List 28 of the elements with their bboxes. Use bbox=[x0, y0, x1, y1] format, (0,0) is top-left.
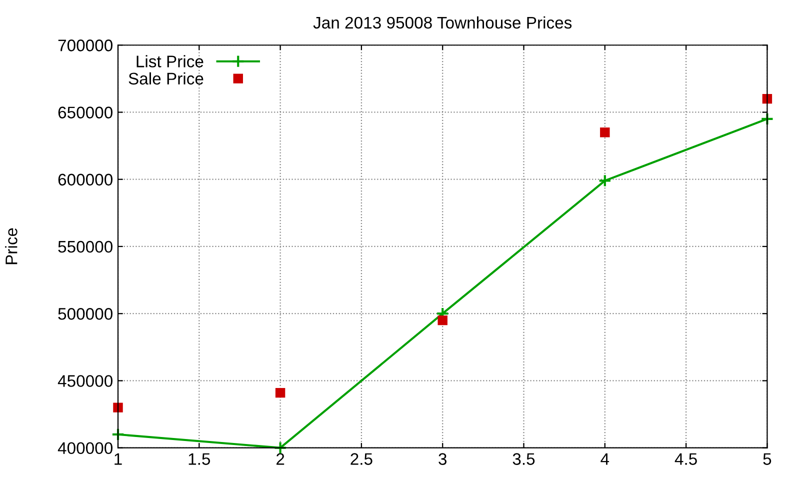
x-tick-label: 2 bbox=[276, 453, 284, 465]
legend-label: List Price bbox=[136, 55, 204, 68]
y-tick-label: 400000 bbox=[58, 442, 112, 454]
x-tick-label: 4 bbox=[600, 453, 610, 465]
x-tick-label: 3.5 bbox=[512, 453, 535, 465]
y-tick-label: 550000 bbox=[58, 240, 112, 253]
y-tick-label: 500000 bbox=[58, 308, 112, 320]
point bbox=[760, 112, 774, 126]
point bbox=[598, 174, 612, 188]
y-tick-label: 700000 bbox=[58, 40, 112, 52]
x-tick-label: 1 bbox=[114, 453, 122, 465]
point bbox=[275, 388, 286, 398]
x-tick-label: 2.5 bbox=[350, 453, 372, 465]
chart-title: Jan 2013 95008 Townhouse Prices bbox=[313, 16, 572, 29]
y-tick-label: 600000 bbox=[58, 174, 112, 186]
point bbox=[111, 428, 125, 442]
point bbox=[113, 402, 123, 412]
x-tick-label: 1.5 bbox=[188, 453, 210, 465]
x-tick-label: 3 bbox=[438, 453, 446, 465]
y-tick-label: 450000 bbox=[58, 375, 112, 387]
x-tick-label: 4.5 bbox=[674, 453, 697, 465]
point bbox=[438, 315, 448, 326]
legend-label: Sale Price bbox=[128, 72, 204, 85]
y-axis-title: Price bbox=[5, 228, 18, 264]
point bbox=[274, 441, 287, 454]
x-tick-label: 5 bbox=[763, 453, 772, 465]
point bbox=[600, 128, 610, 138]
y-tick-label: 650000 bbox=[58, 106, 112, 118]
